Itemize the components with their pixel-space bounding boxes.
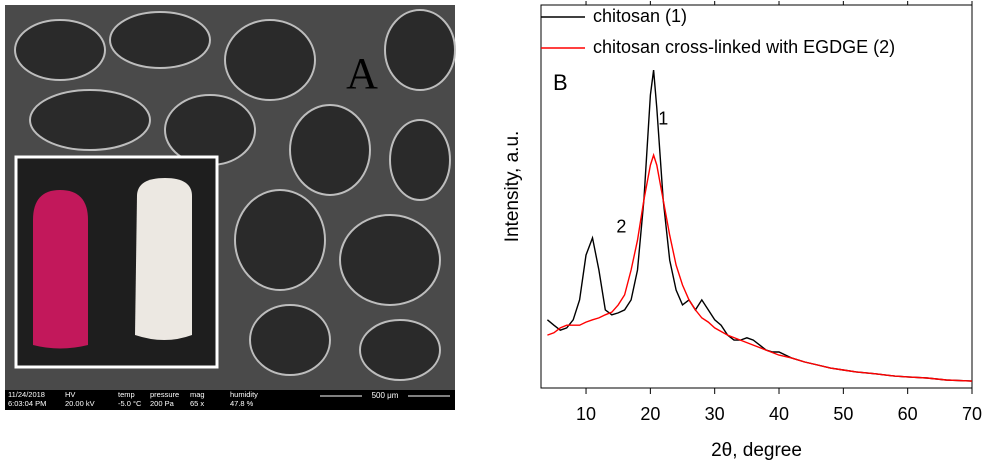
annotation: 2 bbox=[616, 217, 626, 237]
scale-label: 500 μm bbox=[372, 391, 399, 400]
info-value: 65 x bbox=[190, 399, 204, 408]
data-line bbox=[547, 152, 973, 382]
data-line bbox=[546, 70, 973, 382]
info-head: HV bbox=[65, 390, 75, 399]
x-axis-label: 2θ, degree bbox=[711, 440, 802, 461]
x-tick-label: 10 bbox=[576, 404, 596, 424]
x-tick-label: 30 bbox=[705, 404, 725, 424]
info-value: 6:03:04 PM bbox=[8, 399, 46, 408]
scale-label-bg bbox=[362, 390, 408, 401]
sem-pores bbox=[14, 9, 456, 381]
info-value: 200 Pa bbox=[150, 399, 175, 408]
white-sample bbox=[135, 178, 192, 340]
annotation: 1 bbox=[658, 109, 668, 129]
x-tick-label: 60 bbox=[898, 404, 918, 424]
info-value: 47.8 % bbox=[230, 399, 254, 408]
y-axis-label: Intensity, a.u. bbox=[502, 131, 523, 243]
x-tick-label: 70 bbox=[962, 404, 982, 424]
x-tick-label: 50 bbox=[833, 404, 853, 424]
info-head: pressure bbox=[150, 390, 179, 399]
info-value: -5.0 °C bbox=[118, 399, 142, 408]
info-head: mag bbox=[190, 390, 205, 399]
info-head: 11/24/2018 bbox=[8, 390, 45, 399]
pink-sample bbox=[33, 190, 88, 349]
legend-label: chitosan (1) bbox=[593, 6, 687, 26]
legend-label: chitosan cross-linked with EGDGE (2) bbox=[593, 37, 895, 57]
plot-frame bbox=[540, 4, 973, 389]
info-value: 20.00 kV bbox=[65, 399, 95, 408]
x-tick-label: 20 bbox=[640, 404, 660, 424]
x-tick-label: 40 bbox=[769, 404, 789, 424]
panel-label: A bbox=[346, 49, 378, 98]
info-head: temp bbox=[118, 390, 135, 399]
info-head: humidity bbox=[230, 390, 258, 399]
panel-label: B bbox=[553, 70, 568, 95]
info-bar bbox=[5, 390, 455, 410]
